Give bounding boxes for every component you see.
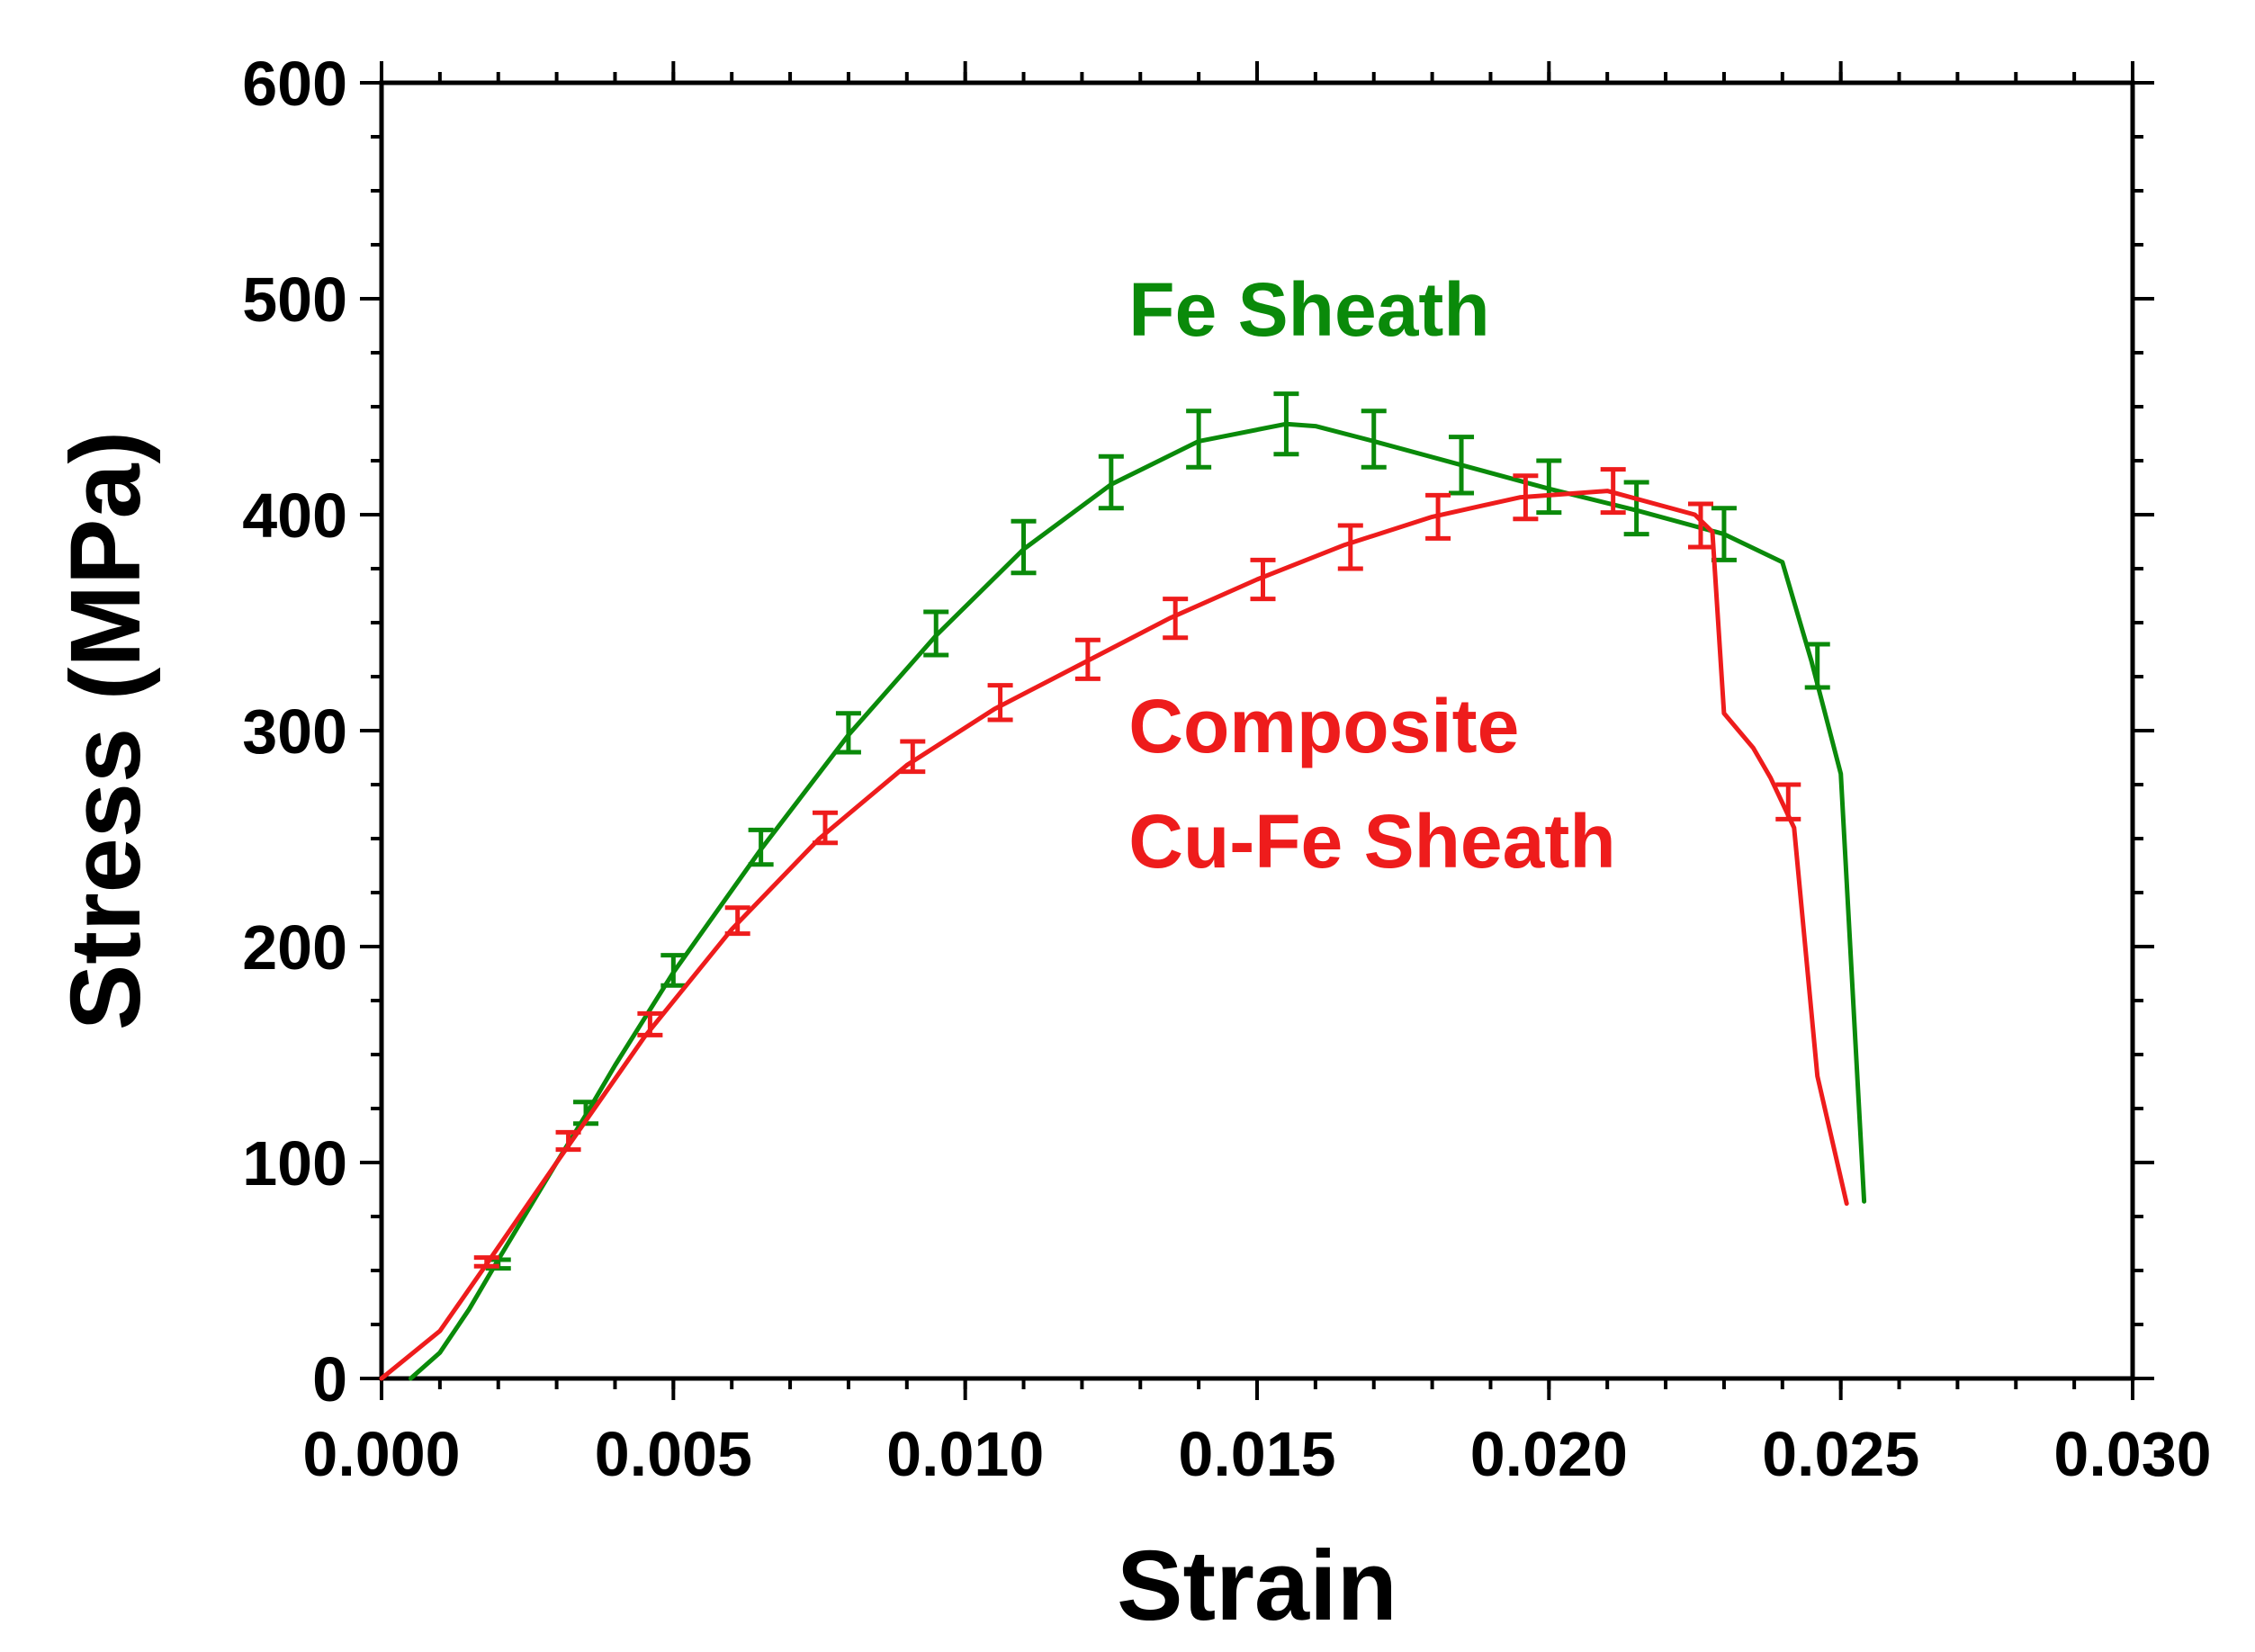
series-label: Fe Sheath xyxy=(1128,267,1489,352)
error-bar xyxy=(724,905,750,937)
error-bar xyxy=(1098,453,1124,511)
major-ticks xyxy=(360,61,2154,1400)
error-bar xyxy=(555,1129,581,1153)
x-tick-label: 0.020 xyxy=(1470,1419,1628,1489)
error-bar xyxy=(1011,518,1037,576)
tick-labels: 0.000 0.005 0.010 0.015 0.020 0.025 0.030 0 100 2… xyxy=(242,49,2211,1489)
error-bar xyxy=(748,827,774,867)
error-bar xyxy=(1186,409,1212,470)
error-bar xyxy=(1600,467,1626,516)
series-label: Composite xyxy=(1128,684,1519,768)
x-tick-label: 0.025 xyxy=(1762,1419,1919,1489)
y-tick-label: 400 xyxy=(242,480,347,551)
error-bar xyxy=(1687,501,1713,550)
series-composite-cu-fe-sheath xyxy=(379,467,1849,1381)
y-tick-label: 300 xyxy=(242,696,347,767)
x-tick-label: 0.030 xyxy=(2053,1419,2211,1489)
y-tick-label: 100 xyxy=(242,1128,347,1199)
error-bar xyxy=(473,1255,499,1269)
error-bar xyxy=(1074,637,1101,681)
series-layer xyxy=(379,391,1867,1381)
x-tick-label: 0.000 xyxy=(302,1419,460,1489)
error-bar xyxy=(1775,782,1801,822)
error-bar xyxy=(1337,523,1363,571)
y-tick-label: 600 xyxy=(242,49,347,119)
error-bar xyxy=(1163,597,1189,641)
error-bar xyxy=(1513,473,1539,522)
y-axis-title: Stress (MPa) xyxy=(50,431,161,1030)
error-bar xyxy=(660,953,687,988)
x-tick-label: 0.015 xyxy=(1178,1419,1335,1489)
series-labels: Fe Sheath Composite Cu-Fe Sheath xyxy=(1128,267,1615,884)
error-bar xyxy=(637,1010,663,1037)
x-tick-label: 0.010 xyxy=(886,1419,1044,1489)
series-line xyxy=(379,489,1849,1381)
error-bar xyxy=(1250,557,1276,602)
error-bar xyxy=(1273,391,1299,457)
plot-frame xyxy=(379,80,2135,1381)
y-tick-label: 0 xyxy=(312,1344,347,1414)
series-line xyxy=(408,421,1867,1381)
x-axis-title: Strain xyxy=(1117,1531,1397,1641)
series-label: Cu-Fe Sheath xyxy=(1128,799,1615,884)
y-tick-label: 500 xyxy=(242,265,347,335)
y-tick-label: 200 xyxy=(242,912,347,983)
error-bar xyxy=(1623,480,1649,537)
error-bar xyxy=(923,609,949,658)
error-bar xyxy=(812,810,838,846)
error-bar xyxy=(835,711,861,755)
series-fe-sheath xyxy=(408,391,1867,1381)
error-bar xyxy=(987,683,1013,723)
error-bar xyxy=(1804,642,1830,690)
error-bar xyxy=(900,739,926,775)
error-bar xyxy=(1361,409,1387,470)
error-bar xyxy=(1536,458,1562,516)
x-tick-label: 0.005 xyxy=(595,1419,752,1489)
error-bar xyxy=(1449,435,1475,496)
error-bar xyxy=(1425,492,1451,541)
